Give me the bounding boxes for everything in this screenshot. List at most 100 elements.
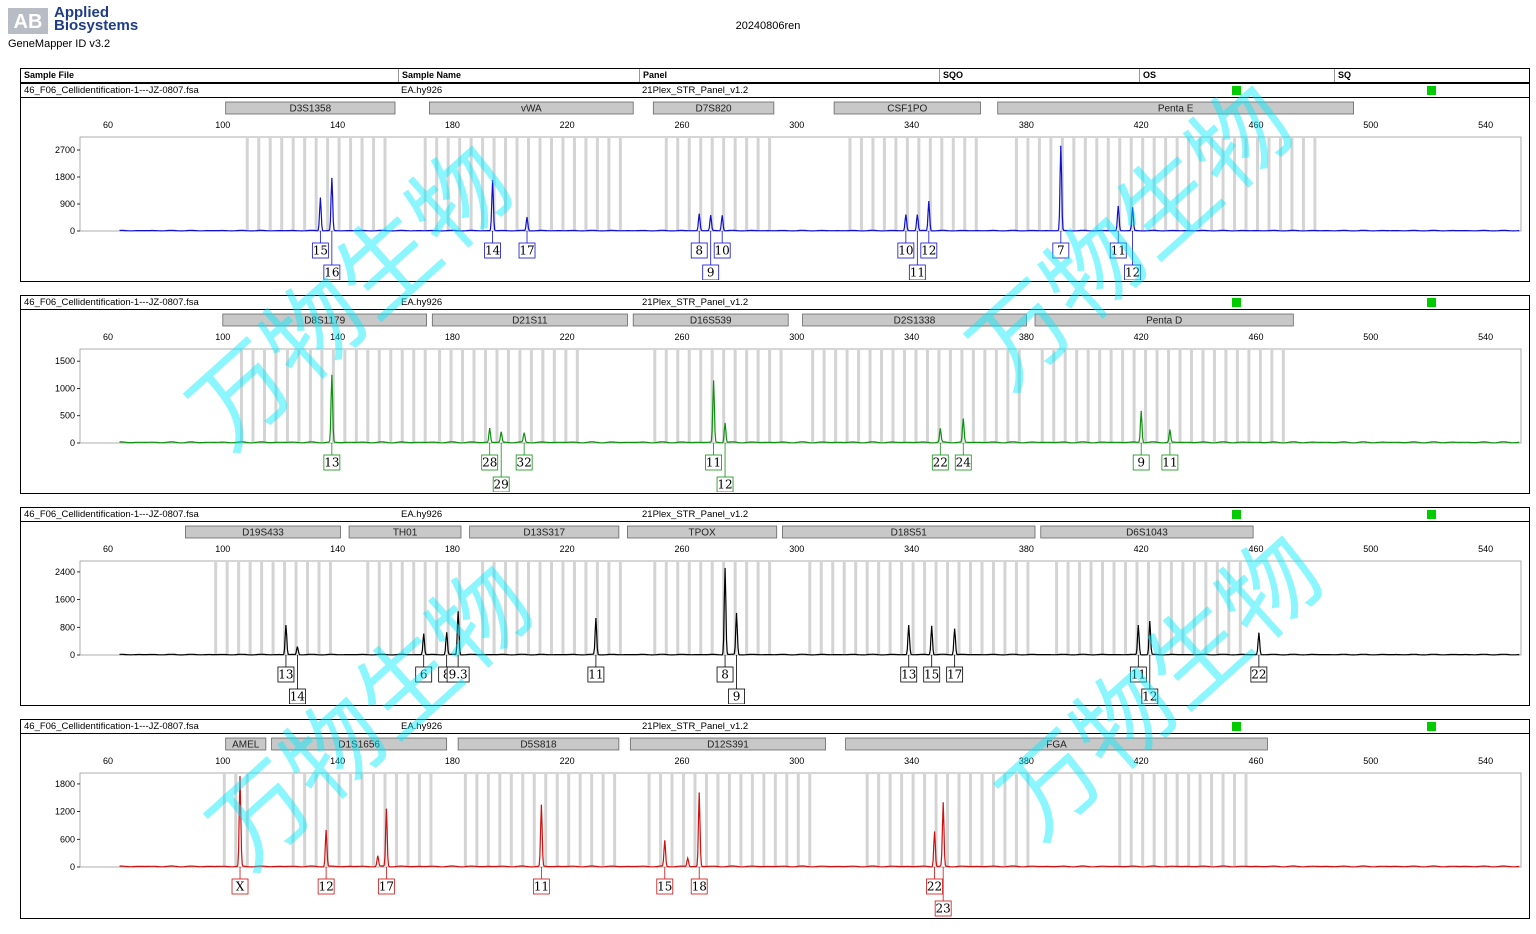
allele-bin [314, 138, 318, 230]
marker-bar [845, 737, 1268, 751]
allele-bin [395, 774, 398, 866]
allele-box [323, 454, 341, 471]
allele-bin [951, 138, 955, 230]
electropherogram-panel-green: 46_F06_Cellidentification-1---JZ-0807.fs… [20, 295, 1530, 494]
allele-bin [1187, 138, 1191, 230]
allele-bin [527, 562, 531, 654]
y-tick-label: 1500 [55, 356, 75, 366]
allele-bin [831, 562, 835, 654]
x-tick-label: 460 [1248, 332, 1263, 342]
allele-label: 23 [936, 902, 951, 916]
allele-bin [383, 774, 387, 866]
x-tick-label: 500 [1363, 544, 1378, 554]
allele-bin [687, 562, 691, 654]
allele-bin [1129, 138, 1133, 230]
allele-bin [538, 562, 542, 654]
col-sq: SQ [1334, 69, 1528, 82]
sample-info-row[interactable]: 46_F06_Cellidentification-1---JZ-0807.fs… [21, 508, 1529, 522]
peak-point [1149, 621, 1151, 623]
sample-name: EA.hy926 [401, 297, 443, 308]
allele-bin [294, 562, 298, 654]
os-status-indicator [1232, 722, 1241, 731]
allele-bin [676, 350, 680, 442]
allele-bin [412, 562, 416, 654]
allele-bin [400, 562, 404, 654]
allele-bin [796, 774, 800, 866]
allele-label: 13 [278, 668, 293, 682]
allele-box [1141, 688, 1159, 704]
plot-frame [79, 560, 1522, 656]
peak-point [1169, 429, 1171, 432]
sq-status-indicator [1427, 510, 1436, 519]
x-tick-label: 180 [445, 544, 460, 554]
allele-bin [481, 138, 485, 230]
y-tick-label: 1000 [55, 383, 75, 393]
allele-bin [779, 350, 783, 442]
marker-bar [185, 525, 341, 539]
marker-label: D16S539 [690, 316, 732, 327]
allele-bin [504, 138, 508, 230]
allele-label: 17 [519, 244, 534, 258]
allele-label: 11 [910, 266, 925, 280]
allele-bin [492, 562, 496, 654]
allele-bin [845, 350, 849, 442]
sq-status-indicator [1427, 722, 1436, 731]
allele-bin [1049, 138, 1053, 230]
peak-point [325, 829, 327, 832]
allele-bin [527, 138, 531, 230]
marker-label: AMEL [232, 740, 260, 751]
allele-bin [544, 774, 548, 866]
x-tick-label: 500 [1363, 756, 1378, 766]
allele-box [728, 688, 745, 704]
allele-box [311, 242, 329, 259]
sample-info-row[interactable]: 46_F06_Cellidentification-1---JZ-0807.fs… [21, 296, 1529, 310]
allele-bin [980, 562, 984, 654]
allele-box [934, 900, 952, 917]
allele-bin [854, 562, 858, 654]
allele-bin [283, 562, 287, 654]
peak-point [954, 628, 956, 630]
x-tick-label: 180 [445, 332, 460, 342]
x-tick-label: 420 [1134, 120, 1149, 130]
allele-bin [472, 350, 476, 442]
allele-bin [1118, 774, 1122, 866]
x-tick-label: 500 [1363, 332, 1378, 342]
allele-bin [303, 774, 307, 866]
y-tick-label: 800 [60, 622, 75, 632]
allele-bin [653, 562, 657, 654]
allele-box [920, 242, 938, 259]
marker-label: D12S391 [707, 740, 749, 751]
sample-info-row[interactable]: 46_F06_Cellidentification-1---JZ-0807.fs… [21, 720, 1529, 734]
peak-point [423, 633, 425, 635]
allele-bin [1201, 350, 1205, 442]
allele-bin [891, 350, 895, 442]
allele-label: 22 [1251, 668, 1266, 682]
allele-bin [819, 562, 823, 654]
allele-bin [1244, 138, 1248, 230]
allele-bin [664, 562, 668, 654]
allele-bin [1144, 350, 1148, 442]
allele-box [317, 878, 335, 895]
allele-bin [877, 774, 881, 866]
allele-bin [880, 350, 884, 442]
allele-label: 8 [695, 244, 703, 258]
allele-bin [940, 138, 944, 230]
allele-label: 9.3 [449, 668, 468, 682]
allele-bin [1267, 138, 1271, 230]
allele-bin [969, 562, 972, 654]
peak-point [939, 428, 941, 430]
allele-bin [1167, 350, 1171, 442]
x-tick-label: 220 [560, 544, 575, 554]
allele-bin [1233, 774, 1237, 866]
marker-label: D2S1338 [894, 316, 936, 327]
allele-bin [251, 350, 255, 442]
allele-bin [1175, 774, 1179, 866]
marker-label: Penta D [1146, 316, 1182, 327]
marker-bar [1034, 313, 1294, 327]
allele-bin [834, 350, 838, 442]
allele-label: 18 [692, 880, 707, 894]
sample-info-row[interactable]: 46_F06_Cellidentification-1---JZ-0807.fs… [21, 84, 1529, 98]
marker-label: D19S433 [242, 528, 284, 539]
allele-bin [498, 774, 502, 866]
allele-bin [561, 138, 565, 230]
